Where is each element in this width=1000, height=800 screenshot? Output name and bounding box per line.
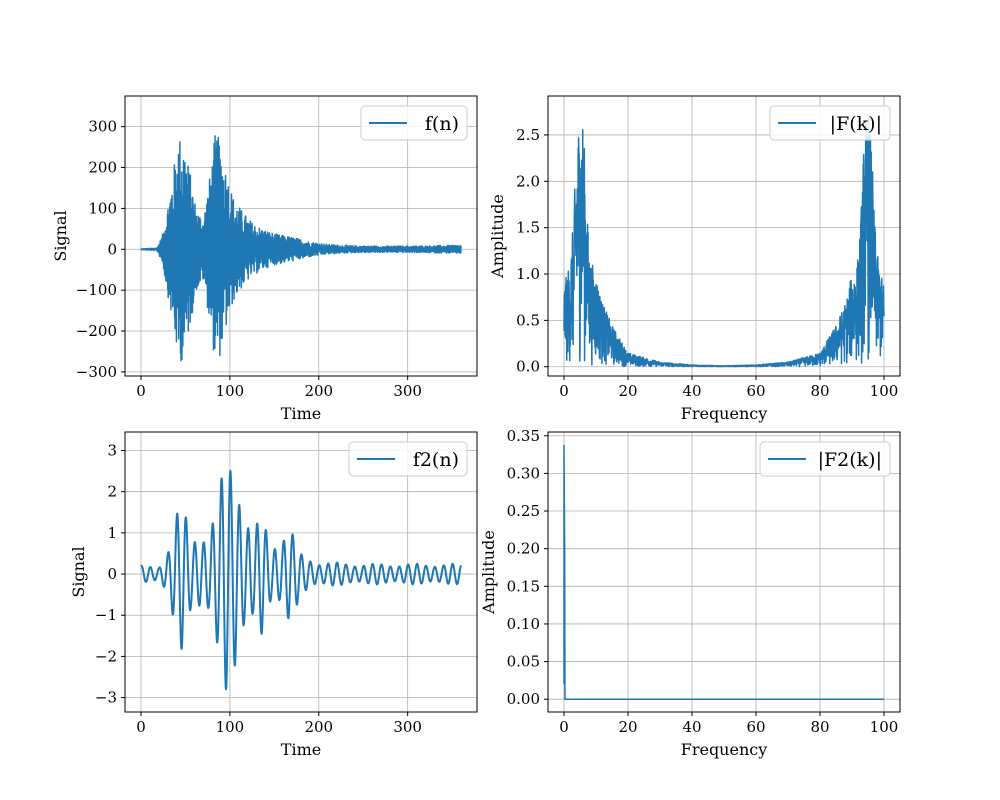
panel-f: 0 100 200 300 −300 −200 −100 0 100 200 300 Time Sign… bbox=[51, 95, 478, 423]
y-axis-label: Amplitude bbox=[479, 530, 498, 615]
x-tick-label: 100 bbox=[216, 382, 245, 400]
legend: |F2(k)| bbox=[759, 441, 891, 477]
series-line-f2 bbox=[140, 469, 462, 691]
panel-F2: 0 20 40 60 80 100 0.00 0.05 0.10 0.15 0.20 0.25 0.30… bbox=[479, 427, 901, 759]
y-tick-label: 100 bbox=[88, 199, 117, 217]
y-tick-label: 200 bbox=[88, 159, 117, 177]
axes-frame bbox=[547, 431, 901, 713]
y-tick-label: −200 bbox=[76, 322, 117, 340]
y-tick-label: 0.35 bbox=[507, 427, 540, 445]
x-tick-label: 300 bbox=[393, 718, 422, 736]
y-tick-label: 0.20 bbox=[507, 540, 540, 558]
y-tick-label: 2.0 bbox=[516, 172, 540, 190]
y-tick-label: 0.15 bbox=[507, 577, 540, 595]
series-line-F bbox=[563, 118, 885, 368]
x-tick-label: 200 bbox=[304, 718, 333, 736]
x-tick-label: 0 bbox=[136, 718, 146, 736]
x-tick-label: 0 bbox=[136, 382, 146, 400]
y-tick-label: 0 bbox=[107, 565, 117, 583]
y-tick-label: 1.0 bbox=[516, 265, 540, 283]
x-tick-label: 60 bbox=[746, 382, 765, 400]
panel-f2: 0 100 200 300 −3 −2 −1 0 1 2 3 Time Signal f2(n) bbox=[69, 431, 478, 759]
y-tick-label: −2 bbox=[95, 647, 117, 665]
y-tick-label: 300 bbox=[88, 118, 117, 136]
x-tick-label: 0 bbox=[559, 718, 569, 736]
legend-label: f2(n) bbox=[413, 449, 459, 471]
y-tick-label: −3 bbox=[95, 689, 117, 707]
x-axis-label: Time bbox=[281, 404, 321, 423]
y-tick-label: 0.30 bbox=[507, 464, 540, 482]
legend-label: |F2(k)| bbox=[818, 449, 882, 471]
y-tick-label: −100 bbox=[76, 281, 117, 299]
x-axis-label: Frequency bbox=[681, 404, 768, 423]
y-tick-label: 2.5 bbox=[516, 126, 540, 144]
x-tick-label: 80 bbox=[810, 718, 829, 736]
y-tick-label: 1 bbox=[107, 524, 117, 542]
y-axis-label: Signal bbox=[69, 546, 88, 597]
y-axis-label: Signal bbox=[51, 210, 70, 261]
y-tick-label: 0.25 bbox=[507, 502, 540, 520]
x-tick-label: 100 bbox=[216, 718, 245, 736]
legend: |F(k)| bbox=[769, 105, 891, 141]
x-tick-label: 200 bbox=[304, 382, 333, 400]
panel-F: 0 20 40 60 80 100 0.0 0.5 1.0 1.5 2.0 2.5 Frequency A… bbox=[488, 95, 901, 423]
y-tick-label: −1 bbox=[95, 606, 117, 624]
y-tick-label: 0 bbox=[107, 240, 117, 258]
legend-label: f(n) bbox=[425, 113, 459, 135]
axes-frame bbox=[124, 431, 478, 713]
x-tick-label: 20 bbox=[618, 718, 637, 736]
series-line-f bbox=[140, 135, 462, 362]
y-tick-label: −300 bbox=[76, 363, 117, 381]
series-line-F2 bbox=[563, 444, 884, 700]
legend-box bbox=[348, 441, 468, 477]
x-tick-label: 100 bbox=[870, 718, 899, 736]
x-tick-label: 60 bbox=[746, 718, 765, 736]
y-tick-label: 2 bbox=[107, 483, 117, 501]
legend-box bbox=[769, 105, 891, 141]
x-tick-label: 40 bbox=[682, 718, 701, 736]
axes-frame bbox=[547, 95, 901, 377]
y-tick-label: 0.00 bbox=[507, 690, 540, 708]
legend-box bbox=[360, 105, 468, 141]
y-axis-label: Amplitude bbox=[488, 194, 507, 279]
y-tick-label: 0.5 bbox=[516, 311, 540, 329]
axes-frame bbox=[124, 95, 478, 377]
x-tick-label: 100 bbox=[870, 382, 899, 400]
x-tick-label: 80 bbox=[810, 382, 829, 400]
x-tick-label: 20 bbox=[618, 382, 637, 400]
y-tick-label: 0.0 bbox=[516, 358, 540, 376]
x-tick-label: 300 bbox=[393, 382, 422, 400]
x-tick-label: 0 bbox=[559, 382, 569, 400]
y-tick-label: 0.05 bbox=[507, 653, 540, 671]
y-tick-label: 3 bbox=[107, 442, 117, 460]
y-tick-label: 1.5 bbox=[516, 219, 540, 237]
legend-box bbox=[759, 441, 891, 477]
x-axis-label: Frequency bbox=[681, 740, 768, 759]
legend: f2(n) bbox=[348, 441, 468, 477]
legend: f(n) bbox=[360, 105, 468, 141]
x-axis-label: Time bbox=[281, 740, 321, 759]
y-tick-label: 0.10 bbox=[507, 615, 540, 633]
legend-label: |F(k)| bbox=[830, 113, 882, 135]
x-tick-label: 40 bbox=[682, 382, 701, 400]
